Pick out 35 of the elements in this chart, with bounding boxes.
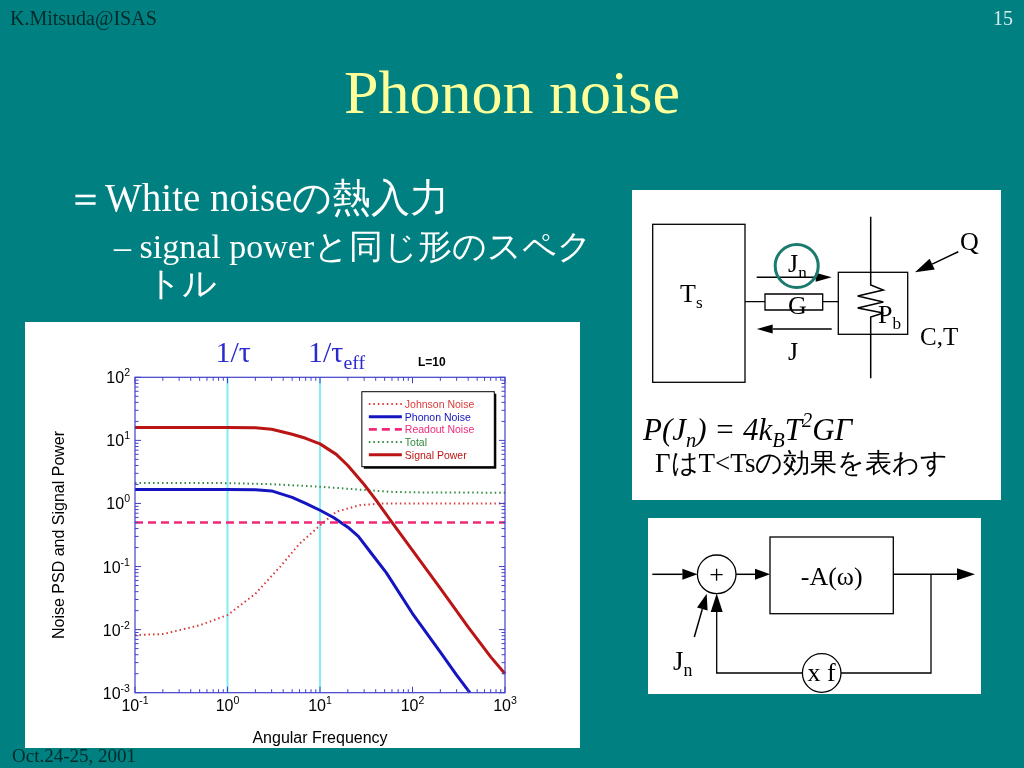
chart-title: Phonon noise	[344, 58, 680, 126]
text: J	[788, 337, 799, 366]
ref-line-label: 1/τ$_{eff}$	[308, 335, 366, 374]
text: L=10	[418, 355, 447, 369]
legend-label: Total	[404, 435, 428, 448]
y-tick-label: 10$^{2}$	[106, 366, 131, 387]
x-tick-label: 10$^{0}$	[215, 693, 240, 714]
legend-label: Signal Power	[404, 448, 468, 461]
text: Oct.24-25, 2001	[12, 745, 137, 766]
y-tick-label: 10$^{-2}$	[102, 618, 131, 639]
text: 15	[993, 7, 1013, 29]
x-axis-title: Angular Frequency	[252, 729, 388, 746]
text: P$_{b}$	[878, 300, 902, 334]
text: ＝White noiseの熱入力	[66, 176, 450, 219]
x-tick-label: 10$^{2}$	[400, 693, 425, 714]
text: C,T	[920, 323, 959, 350]
legend-label: Johnson Noise	[404, 397, 475, 410]
text: – signal powerと同じ形のスペクトル	[113, 228, 593, 302]
x-tick-label: 10$^{3}$	[493, 693, 517, 714]
text: +	[709, 560, 725, 589]
y-tick-label: 10$^{0}$	[106, 492, 131, 513]
text: K.Mitsuda@ISAS	[10, 7, 157, 30]
y-tick-label: 10$^{-1}$	[102, 555, 131, 576]
text: Q	[960, 227, 979, 256]
text: x f	[807, 658, 837, 687]
y-axis-title: Noise PSD and Signal Power	[50, 430, 67, 640]
ref-line-label: 1/τ	[215, 335, 251, 368]
text: T$_{s}$	[680, 279, 703, 313]
text: ΓはT<Tsの効果を表わす	[655, 448, 949, 478]
text: -A(ω)	[800, 562, 863, 591]
x-tick-label: 10$^{1}$	[308, 693, 332, 714]
y-tick-label: 10$^{1}$	[106, 429, 131, 450]
text: J$_{n}$	[673, 646, 693, 681]
legend-label: Readout Noise	[404, 423, 475, 436]
legend-label: Phonon Noise	[404, 410, 471, 423]
